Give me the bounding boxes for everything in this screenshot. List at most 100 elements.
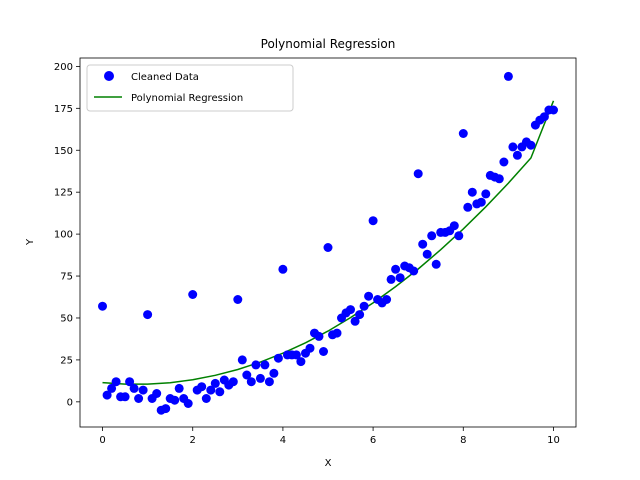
data-point (129, 383, 139, 393)
data-point (152, 389, 162, 398)
data-point (499, 157, 509, 167)
y-tick-label: 25 (60, 355, 73, 366)
data-point (120, 392, 130, 402)
data-point (215, 387, 225, 397)
y-tick-label: 0 (67, 397, 73, 408)
data-point (260, 360, 270, 370)
chart-title: Polynomial Regression (261, 37, 396, 51)
data-point (296, 357, 306, 367)
data-point (395, 273, 405, 283)
data-point (467, 187, 477, 197)
x-tick-label: 4 (280, 435, 286, 446)
data-point (242, 370, 252, 380)
data-point (111, 377, 121, 387)
data-point (409, 266, 419, 276)
data-point (228, 377, 238, 387)
data-point (170, 395, 180, 405)
y-tick-label: 200 (54, 62, 73, 73)
y-tick-label: 175 (54, 104, 73, 115)
data-point (346, 305, 355, 315)
data-point (210, 378, 220, 388)
legend-label-cleaned-data: Cleaned Data (131, 72, 199, 83)
data-point (314, 331, 324, 341)
data-point (98, 301, 107, 311)
data-point (143, 310, 153, 320)
data-point (206, 385, 216, 395)
data-point (508, 142, 518, 152)
data-point (386, 274, 396, 284)
y-tick-label: 150 (54, 146, 73, 157)
data-point (364, 291, 374, 301)
data-point (291, 350, 301, 360)
data-point (269, 368, 279, 378)
data-point (255, 373, 265, 383)
data-point (494, 174, 504, 184)
data-point (481, 189, 491, 199)
data-point (273, 353, 283, 363)
data-point (278, 264, 288, 274)
data-point (391, 264, 401, 274)
x-tick-label: 8 (460, 435, 466, 446)
data-point (413, 169, 423, 179)
data-point (526, 140, 536, 150)
data-point (188, 290, 198, 299)
data-point (107, 383, 117, 393)
x-tick-label: 2 (190, 435, 196, 446)
data-point (251, 360, 261, 370)
x-tick-label: 6 (370, 435, 376, 446)
y-tick-label: 75 (60, 272, 73, 283)
data-point (549, 105, 558, 115)
x-axis: 0 2 4 6 8 10 (99, 427, 560, 446)
y-tick-label: 50 (60, 313, 73, 324)
x-tick-label: 0 (99, 435, 105, 446)
data-point (237, 355, 247, 365)
plot-frame (79, 57, 577, 428)
y-tick-label: 100 (54, 230, 73, 241)
data-point (319, 347, 328, 356)
x-axis-label: X (325, 458, 332, 469)
data-point (476, 197, 486, 207)
data-point (246, 377, 256, 387)
y-axis-label: Y (25, 238, 36, 246)
data-point (233, 295, 243, 304)
data-point (431, 259, 441, 269)
data-point (458, 129, 468, 138)
data-point (503, 71, 513, 81)
data-point (201, 394, 211, 403)
data-point (102, 390, 112, 400)
data-point (382, 295, 392, 304)
data-point (418, 239, 428, 249)
data-point (323, 243, 333, 252)
plot-area (98, 71, 558, 415)
legend-box (86, 64, 294, 112)
data-point (197, 382, 207, 392)
data-point (174, 383, 184, 393)
y-tick-label: 125 (54, 188, 73, 199)
regression-line (102, 100, 555, 385)
legend: Cleaned Data Polynomial Regression (86, 64, 294, 112)
data-point (264, 377, 274, 387)
data-point (422, 249, 432, 259)
data-point (161, 404, 171, 414)
x-tick-label: 10 (547, 435, 560, 446)
data-point (183, 399, 193, 408)
data-point (454, 231, 464, 241)
data-point (125, 377, 135, 387)
data-point (134, 394, 144, 403)
data-point (138, 385, 148, 395)
legend-label-polynomial-regression: Polynomial Regression (131, 93, 243, 104)
data-point (305, 343, 315, 353)
y-axis: 0 25 50 75 100 125 150 175 200 (54, 62, 80, 408)
data-point (350, 316, 360, 326)
data-point (512, 150, 522, 160)
legend-marker-cleaned-data (104, 71, 114, 81)
data-point (463, 202, 473, 212)
data-point (332, 328, 342, 338)
data-point (427, 231, 437, 241)
data-point (368, 216, 378, 226)
data-point (539, 112, 549, 122)
data-point (355, 310, 365, 320)
data-point (359, 301, 369, 311)
data-point (449, 221, 459, 231)
